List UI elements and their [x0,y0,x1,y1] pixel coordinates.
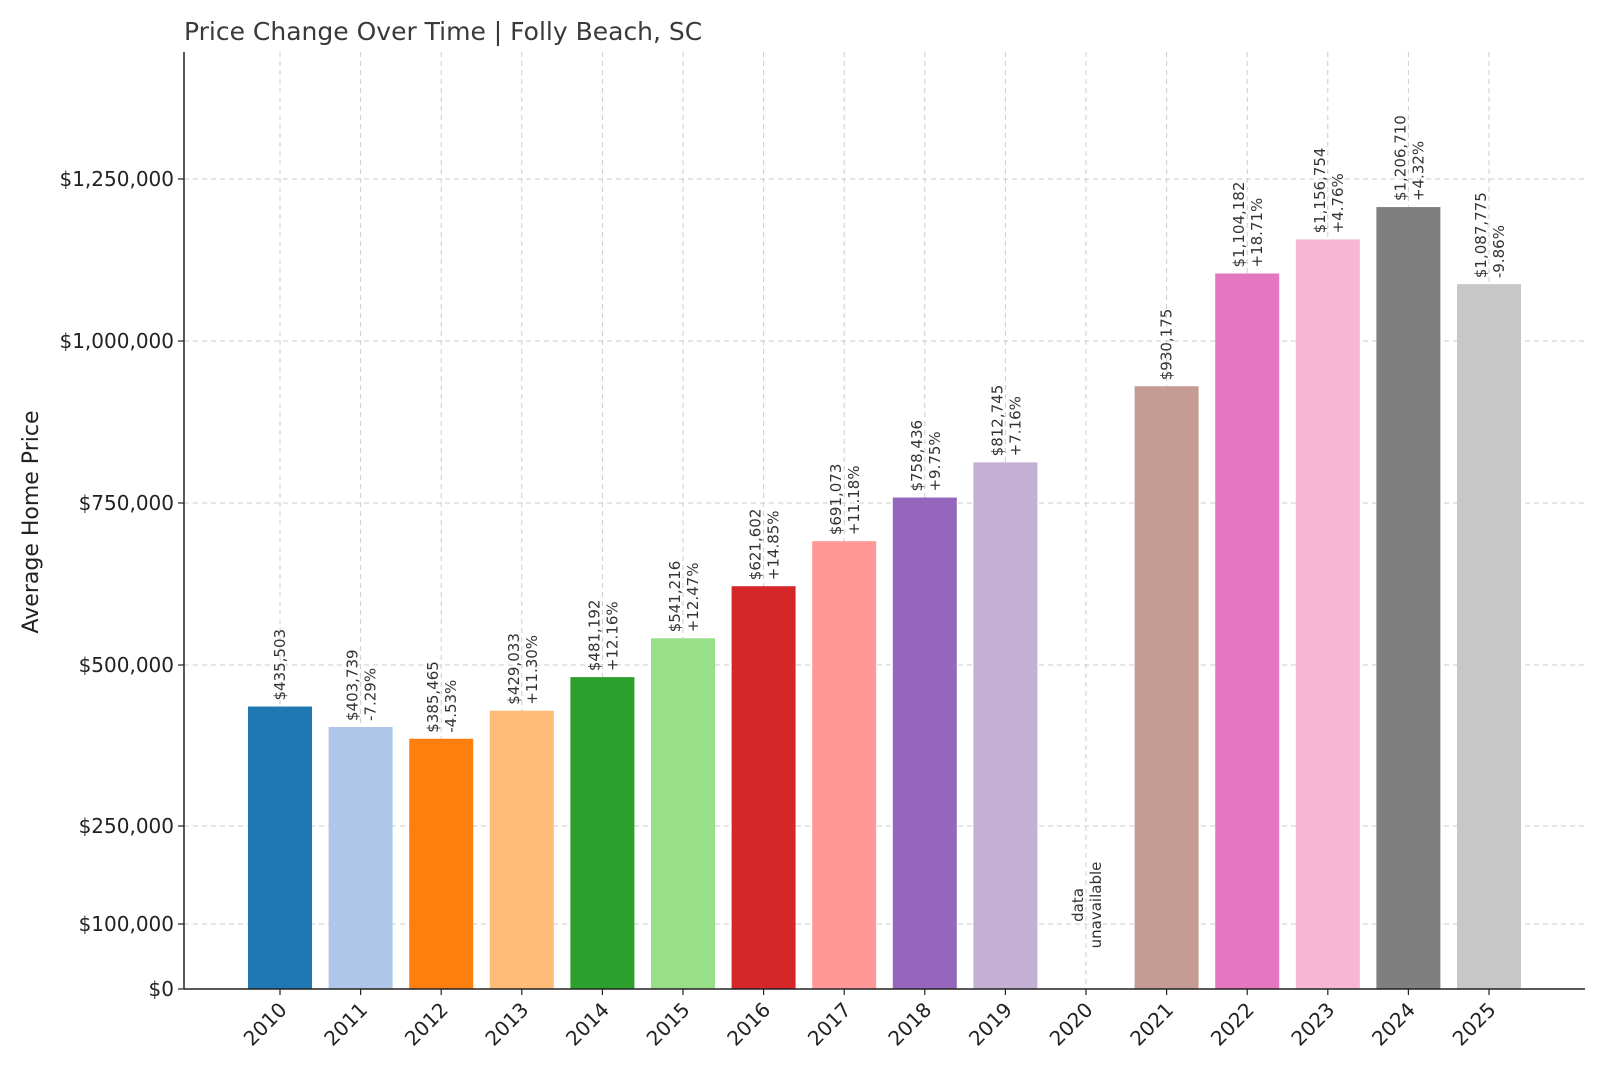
x-tick-label: 2010 [239,998,292,1051]
bar-label-2019: $812,745 +7.16% [988,385,1024,457]
bar-label-2021: $930,175 [1158,309,1176,381]
change-label: +7.16% [1006,396,1024,456]
value-label: $691,073 [827,464,845,536]
bar-2024 [1376,207,1441,989]
bar-2022 [1215,273,1280,989]
missing-label-line: data [1069,888,1087,922]
bar-label-2016: $621,602 +14.85% [747,509,783,581]
change-label: +12.16% [603,601,621,671]
y-tick-label: $100,000 [79,912,174,936]
value-label: $812,745 [988,385,1006,457]
x-tick-label: 2025 [1448,998,1501,1051]
y-tick-label: $250,000 [79,814,174,838]
y-tick-layer: $0 $100,000 $250,000 $500,000 $750,000 $1,000… [59,167,184,1001]
bar-label-2023: $1,156,754 +4.76% [1311,148,1347,234]
bar-2012 [409,738,474,989]
x-tick-label: 2021 [1125,998,1178,1051]
y-tick-label: $1,250,000 [59,167,174,191]
y-axis-label: Average Home Price [19,411,44,634]
bar-2017 [812,541,877,989]
x-tick-label: 2016 [722,998,775,1051]
bar-label-2010: $435,503 [271,629,289,701]
y-tick-label: $1,000,000 [59,329,174,353]
bar-2015 [651,638,715,989]
value-label: $385,465 [424,661,442,733]
bar-label-2013: $429,033 +11.30% [505,633,541,705]
change-label: +4.76% [1329,173,1347,233]
value-label: $621,602 [747,509,765,581]
bar-2023 [1295,239,1360,989]
bar-label-2012: $385,465 -4.53% [424,661,460,733]
value-label: $1,104,182 [1230,182,1248,268]
bar-2019 [973,462,1038,989]
axis-layer [183,52,1585,990]
bar-2010 [248,706,312,989]
value-label: $1,156,754 [1311,148,1329,234]
x-tick-label: 2022 [1206,998,1259,1051]
bar-label-2011: $403,739 -7.29% [344,649,380,721]
change-label: +11.18% [845,465,863,535]
x-tick-label: 2020 [1045,998,1098,1051]
y-tick-label: $500,000 [79,653,174,677]
change-label: +4.32% [1409,141,1427,201]
grid-layer [184,52,1585,989]
bar-2014 [570,677,635,989]
value-label: $1,206,710 [1391,115,1409,201]
bar-label-2017: $691,073 +11.18% [827,464,863,536]
bar-label-2024: $1,206,710 +4.32% [1391,115,1427,201]
bar-label-2014: $481,192 +12.16% [585,600,621,672]
bar-2013 [489,710,554,989]
value-label: $429,033 [505,633,523,705]
value-label: $403,739 [344,649,362,721]
y-tick-label: $0 [149,977,174,1001]
bar-label-2018: $758,436 +9.75% [908,420,944,492]
x-tick-label: 2018 [883,998,936,1051]
change-label: -4.53% [442,680,460,733]
bar-label-2015: $541,216 +12.47% [666,561,702,633]
x-tick-label: 2011 [319,998,372,1051]
x-tick-label: 2013 [480,998,533,1051]
change-label: +14.85% [765,510,783,580]
x-tick-label: 2023 [1286,998,1339,1051]
bar-label-2025: $1,087,775 -9.86% [1472,192,1508,278]
value-label: $435,503 [271,629,289,701]
bar-label-2022: $1,104,182 +18.71% [1230,182,1266,268]
y-tick-label: $750,000 [79,491,174,515]
change-label: +9.75% [926,431,944,491]
bar-2018 [892,497,957,989]
value-label-layer: $435,503 $403,739 -7.29% $385,465 -4.53% $429… [271,115,1508,948]
change-label: +18.71% [1248,198,1266,268]
value-label: $1,087,775 [1472,192,1490,278]
value-label: $930,175 [1158,309,1176,381]
change-label: +11.30% [523,635,541,705]
change-label: +12.47% [684,563,702,633]
bar-2025 [1457,284,1521,989]
change-label: -7.29% [362,668,380,721]
bar-2016 [731,586,796,989]
x-tick-label: 2012 [400,998,453,1051]
x-tick-label: 2024 [1367,998,1420,1051]
value-label: $481,192 [585,600,603,672]
value-label: $758,436 [908,420,926,492]
missing-data-label: data unavailable [1069,862,1105,949]
bar-2011 [328,726,393,989]
value-label: $541,216 [666,561,684,633]
x-tick-label: 2014 [561,998,614,1051]
change-label: -9.86% [1490,225,1508,278]
x-tick-label: 2017 [803,998,856,1051]
bar-2021 [1134,386,1199,990]
x-tick-label: 2015 [642,998,695,1051]
chart-title: Price Change Over Time | Folly Beach, SC [184,17,702,46]
missing-label-line: unavailable [1087,862,1105,949]
x-tick-label: 2019 [964,998,1017,1051]
x-tick-layer: 2010 2011 2012 2013 2014 2015 2016 2017 2018 2019… [239,989,1501,1051]
bar-layer [248,207,1521,990]
